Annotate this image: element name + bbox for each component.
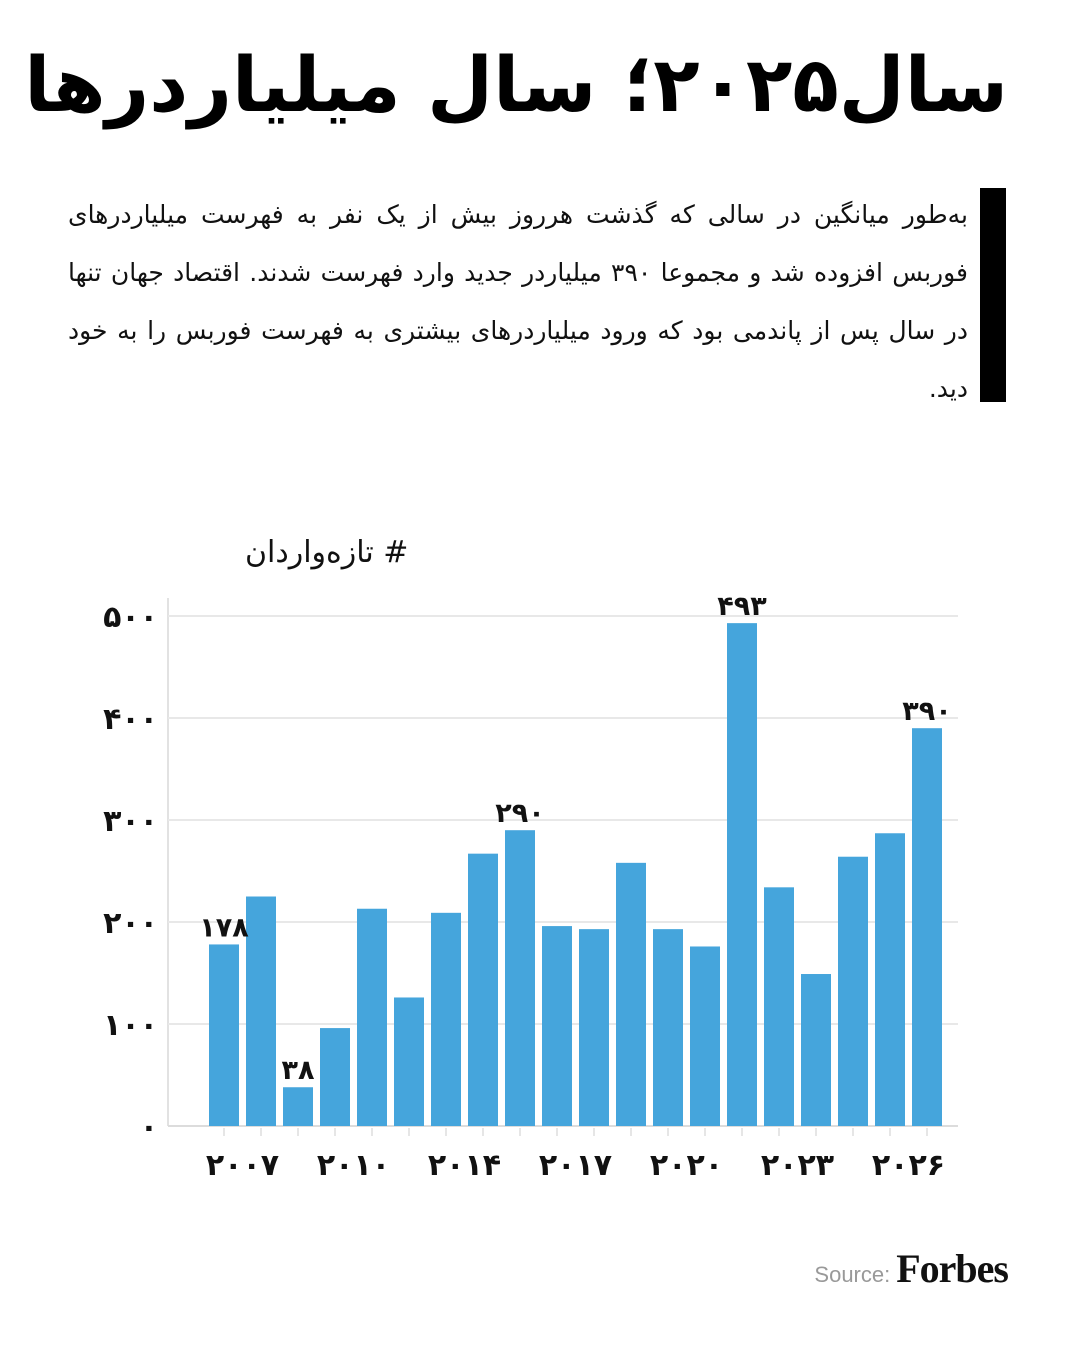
data-label: ۴۹۳ [717,591,767,622]
bar-2018 [616,862,646,1126]
bar-2024 [838,856,868,1126]
source-label: Source: [814,1262,891,1287]
y-tick-label: ۱۰۰ [103,1008,158,1043]
y-tick-label: ۵۰۰ [103,600,158,635]
lead-accent-bar [980,188,1006,402]
x-tick-label: ۲۰۱۰ [317,1148,390,1183]
x-tick-label: ۲۰۲۳ [761,1148,834,1183]
data-label: ۱۷۸ [199,912,249,943]
x-tick-label: ۲۰۲۰ [650,1148,723,1183]
bar-2019 [653,929,683,1126]
y-tick-label: ۴۰۰ [103,702,158,737]
bar-2007 [209,944,239,1126]
bar-2022 [764,887,794,1126]
y-tick-label: ۲۰۰ [103,906,158,941]
x-tick-label: ۲۰۰۷ [206,1148,279,1183]
data-label: ۳۸ [282,1055,315,1086]
bar-2016 [542,926,572,1126]
bar-2017 [579,929,609,1126]
bar-2012 [394,997,424,1126]
y-tick-label: ۰ [140,1110,158,1145]
bar-2008 [246,896,276,1126]
page-title: سال۲۰۲۵؛ سال میلیاردرها [24,40,1008,129]
bar-2013 [431,912,461,1126]
bar-2011 [357,908,387,1126]
bar-2020 [690,946,720,1126]
bar-2010 [320,1028,350,1126]
bar-2023 [801,974,831,1126]
y-axis-title: # تازه‌واردان [245,535,408,570]
bar-2026 [912,728,942,1126]
forbes-logo: Forbes [896,1246,1009,1291]
x-tick-label: ۲۰۱۴ [428,1148,501,1183]
x-tick-label: ۲۰۲۶ [872,1148,945,1183]
bar-2009 [283,1087,313,1126]
y-tick-label: ۳۰۰ [103,804,158,839]
bar-2015 [505,830,535,1126]
bar-2025 [875,833,905,1126]
data-label: ۳۹۰ [902,696,951,727]
x-tick-label: ۲۰۱۷ [539,1148,612,1183]
source-credit: Source: Forbes [814,1245,1009,1292]
bar-2014 [468,853,498,1126]
data-label: ۲۹۰ [495,798,544,829]
lead-paragraph: به‌طور میانگین در سالی که گذشت هرروز بیش… [68,200,968,403]
bar-2021 [727,623,757,1126]
